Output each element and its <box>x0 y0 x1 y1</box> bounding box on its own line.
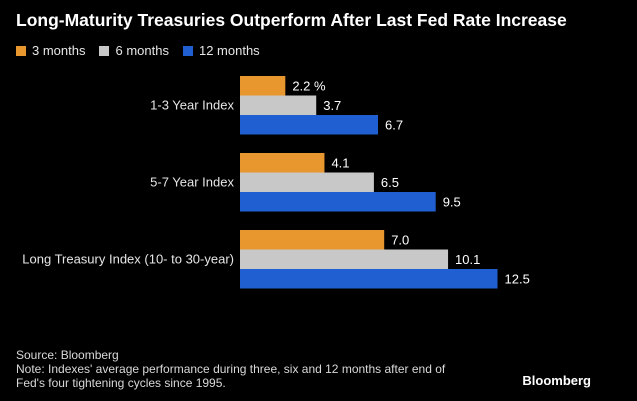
bar-12-months-5-7-year-index <box>240 192 436 212</box>
footnote-line-2: Fed's four tightening cycles since 1995. <box>16 376 226 390</box>
legend-item-6-months: 6 months <box>99 43 169 58</box>
value-label-6-months-5-7-year-index: 6.5 <box>381 175 399 190</box>
legend-label-12-months: 12 months <box>198 43 260 58</box>
legend-label-6-months: 6 months <box>115 43 169 58</box>
legend-label-3-months: 3 months <box>32 43 86 58</box>
category-label-long-treasury-index-10-to-30-year: Long Treasury Index (10- to 30-year) <box>22 251 234 266</box>
footnote: Source: Bloomberg Note: Indexes' average… <box>16 348 445 390</box>
bar-6-months-1-3-year-index <box>240 95 317 115</box>
value-label-3-months-1-3-year-index: 2.2 % <box>292 78 326 93</box>
legend-item-3-months: 3 months <box>16 43 85 58</box>
value-label-12-months-5-7-year-index: 9.5 <box>443 194 461 209</box>
legend-swatch-12-months <box>182 45 193 56</box>
value-label-6-months-1-3-year-index: 3.7 <box>323 98 341 113</box>
value-label-3-months-long-treasury-index-10-to-30-year: 7.0 <box>391 232 409 247</box>
chart-title: Long-Maturity Treasuries Outperform Afte… <box>16 10 567 30</box>
bar-12-months-long-treasury-index-10-to-30-year <box>240 269 498 289</box>
source-note: Source: Bloomberg <box>16 348 119 362</box>
bar-3-months-long-treasury-index-10-to-30-year <box>240 230 385 250</box>
bar-3-months-5-7-year-index <box>240 153 325 173</box>
bar-6-months-5-7-year-index <box>240 172 374 192</box>
bar-3-months-1-3-year-index <box>240 76 286 96</box>
legend-item-12-months: 12 months <box>182 43 260 58</box>
bar-6-months-long-treasury-index-10-to-30-year <box>240 249 449 269</box>
footnote-line-1: Note: Indexes' average performance durin… <box>16 362 446 376</box>
legend-swatch-3-months <box>16 45 26 56</box>
bar-12-months-1-3-year-index <box>240 115 379 135</box>
category-label-5-7-year-index: 5-7 Year Index <box>150 174 234 189</box>
value-label-12-months-long-treasury-index-10-to-30-year: 12.5 <box>505 271 530 286</box>
value-label-6-months-long-treasury-index-10-to-30-year: 10.1 <box>455 252 480 267</box>
bloomberg-logo: Bloomberg <box>522 373 591 388</box>
legend: 3 months 6 months 12 months <box>16 43 274 58</box>
value-label-12-months-1-3-year-index: 6.7 <box>385 117 403 132</box>
category-label-1-3-year-index: 1-3 Year Index <box>150 97 234 112</box>
value-label-3-months-5-7-year-index: 4.1 <box>331 155 349 170</box>
legend-swatch-6-months <box>99 45 110 56</box>
